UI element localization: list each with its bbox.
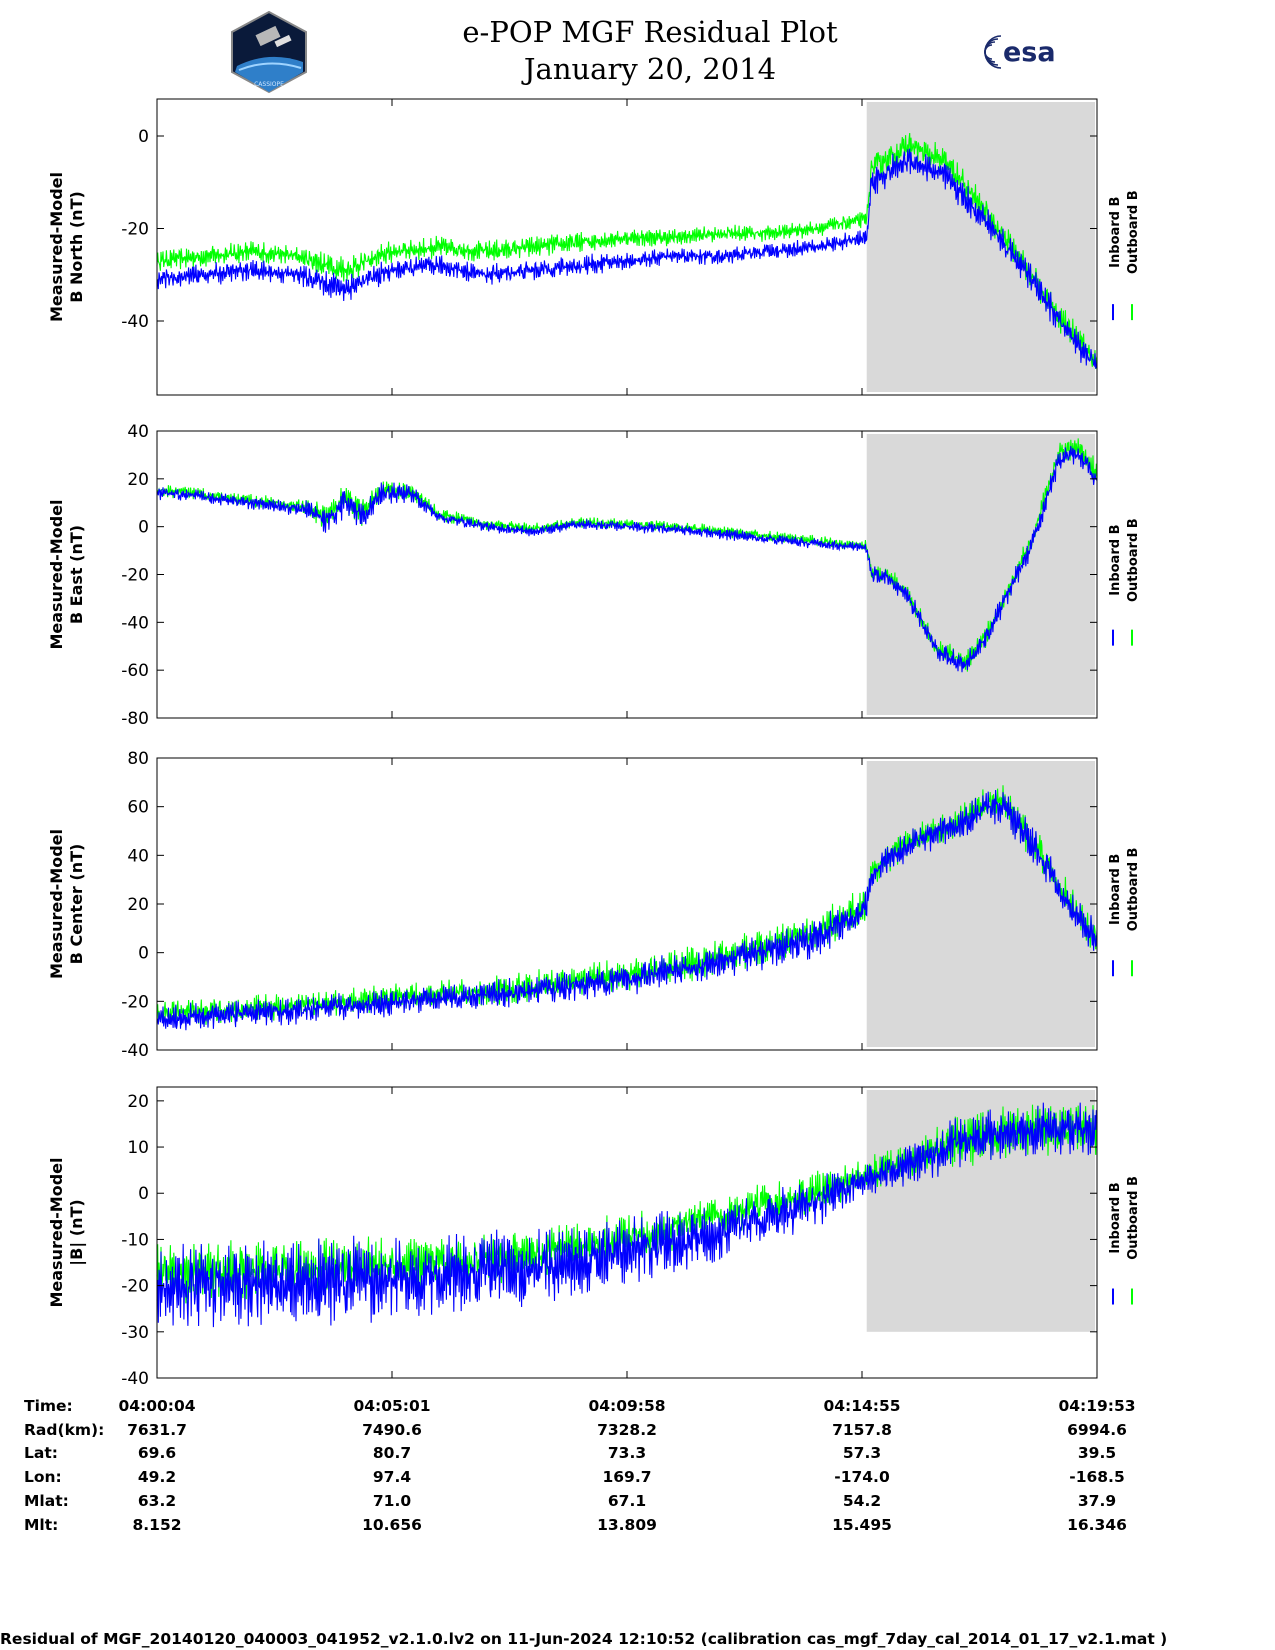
- y-tick-label: -20: [121, 1277, 149, 1297]
- y-tick-label: 20: [127, 895, 149, 915]
- table-cell: 7490.6: [362, 1420, 422, 1439]
- y-tick-label: -20: [121, 566, 149, 586]
- title-block: e-POP MGF Residual Plot January 20, 2014: [380, 14, 920, 88]
- table-cell: 13.809: [597, 1515, 657, 1534]
- legend-inboard-label: Inboard B: [1108, 197, 1123, 268]
- table-cell: 04:09:58: [588, 1397, 666, 1415]
- inboard-series: [156, 445, 1098, 673]
- table-cell: 8.152: [132, 1515, 182, 1534]
- logo-esa-text: esa: [1003, 37, 1056, 68]
- table-cell: 7328.2: [597, 1420, 657, 1439]
- y-tick-label: -40: [121, 312, 149, 332]
- legend-outboard-label: Outboard B: [1126, 190, 1141, 274]
- inboard-series: [156, 148, 1098, 369]
- y-tick-label: -40: [121, 613, 149, 633]
- table-row-label: Mlat:: [24, 1491, 69, 1510]
- table-cell: 73.3: [607, 1444, 647, 1463]
- y-tick-label: 40: [127, 422, 149, 442]
- legend-inboard-label: Inboard B: [1108, 854, 1123, 925]
- table-cell: 04:19:53: [1058, 1397, 1136, 1415]
- outboard-series: [156, 132, 1098, 369]
- logo-left-text: CASSIOPE: [254, 81, 284, 88]
- y-tick-label: 80: [127, 749, 149, 769]
- table-cell: 7157.8: [832, 1420, 892, 1439]
- y-tick-label: -20: [121, 992, 149, 1012]
- inboard-series: [156, 789, 1098, 1031]
- table-cell: 67.1: [607, 1491, 647, 1510]
- table-cell: 16.346: [1067, 1515, 1127, 1534]
- y-tick-label: 20: [127, 470, 149, 490]
- legend-outboard-label: Outboard B: [1126, 1176, 1141, 1260]
- legend-inboard-label: Inboard B: [1108, 1182, 1123, 1253]
- y-axis-label: Measured-Model: [47, 1157, 66, 1307]
- table-row-label: Mlt:: [24, 1515, 59, 1534]
- y-tick-label: -40: [121, 1369, 149, 1389]
- y-tick-label: 0: [138, 1184, 149, 1204]
- y-axis-label: Measured-Model: [47, 499, 66, 649]
- table-cell: 10.656: [362, 1515, 422, 1534]
- y-tick-label: 0: [138, 518, 149, 538]
- y-tick-label: 40: [127, 846, 149, 866]
- panel-2: 40 20 0 -20 -40 -60 -80 Measured-Model B East (n…: [47, 422, 1141, 729]
- y-tick-label: -80: [121, 709, 149, 729]
- page-date: January 20, 2014: [523, 52, 777, 86]
- y-tick-label: 0: [138, 944, 149, 964]
- page-title: e-POP MGF Residual Plot: [462, 15, 838, 49]
- table-cell: 04:00:04: [118, 1397, 196, 1415]
- table-row-label: Time:: [24, 1397, 73, 1415]
- y-tick-label: 10: [127, 1138, 149, 1158]
- y-tick-label: -30: [121, 1323, 149, 1343]
- y-tick-label: 0: [138, 127, 149, 147]
- table-cell: -168.5: [1069, 1468, 1125, 1487]
- table-cell: 37.9: [1077, 1491, 1117, 1510]
- cassiope-logo: CASSIOPE: [231, 10, 307, 94]
- y-axis-label: Measured-Model: [47, 172, 66, 322]
- panel-3: 80 60 40 20 0 -20 -40 Measured-Model B Center (n…: [47, 749, 1141, 1061]
- inboard-series: [156, 1102, 1098, 1328]
- y-axis-label: B Center (nT): [67, 844, 86, 965]
- table-cell: 15.495: [832, 1515, 892, 1534]
- y-axis-label: B North (nT): [67, 191, 86, 303]
- table-cell: 57.3: [842, 1444, 882, 1463]
- table-row-label: Lon:: [24, 1468, 62, 1487]
- table-cell: 80.7: [372, 1444, 412, 1463]
- panel-1: 0 -20 -40 Measured-Model B North (nT) Inboard…: [47, 98, 1141, 396]
- y-axis-label: |B| (nT): [67, 1199, 87, 1265]
- table-cell: 7631.7: [127, 1420, 187, 1439]
- table-cell: 6994.6: [1067, 1420, 1127, 1439]
- esa-logo: esa: [984, 35, 1056, 69]
- table-cell: 39.5: [1077, 1444, 1117, 1463]
- y-tick-label: -40: [121, 1041, 149, 1061]
- legend-outboard-label: Outboard B: [1126, 848, 1141, 932]
- footer-note: Residual of MGF_20140120_040003_041952_v…: [0, 1630, 1168, 1648]
- table-row-label: Rad(km):: [24, 1420, 105, 1439]
- table-cell: 04:05:01: [353, 1397, 431, 1415]
- table-cell: 71.0: [372, 1491, 412, 1510]
- y-tick-label: -60: [121, 661, 149, 681]
- table-cell: 54.2: [842, 1491, 882, 1510]
- table-cell: -174.0: [834, 1468, 890, 1487]
- panel-4: 20 10 0 -10 -20 -30 -40 Measured-Model |B| (nT) I…: [47, 1086, 1141, 1389]
- table-cell: 63.2: [137, 1491, 177, 1510]
- shaded-region: [866, 434, 1095, 715]
- table-cell: 04:14:55: [823, 1397, 901, 1415]
- table-cell: 69.6: [137, 1444, 177, 1463]
- y-tick-label: -20: [121, 220, 149, 240]
- table-row-label: Lat:: [24, 1444, 58, 1463]
- legend-outboard-label: Outboard B: [1126, 518, 1141, 602]
- legend-inboard-label: Inboard B: [1108, 525, 1123, 596]
- table-cell: 49.2: [137, 1468, 177, 1487]
- y-tick-label: 20: [127, 1092, 149, 1112]
- y-tick-label: 60: [127, 798, 149, 818]
- y-tick-label: -10: [121, 1230, 149, 1250]
- table-cell: 169.7: [602, 1468, 652, 1487]
- table-cell: 97.4: [372, 1468, 412, 1487]
- y-axis-label: Measured-Model: [47, 829, 66, 979]
- y-axis-label: B East (nT): [67, 525, 86, 624]
